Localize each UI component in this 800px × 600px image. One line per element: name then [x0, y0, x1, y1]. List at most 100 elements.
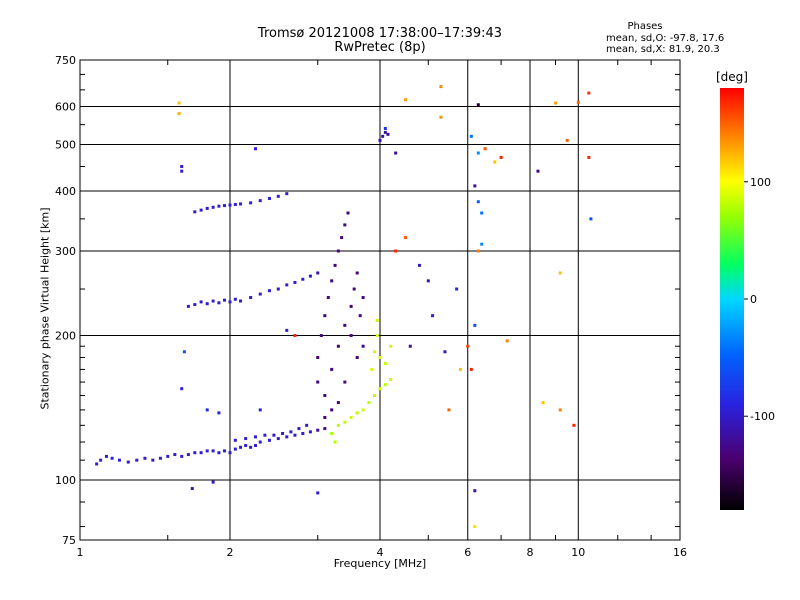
data-point — [180, 164, 184, 168]
data-point — [361, 296, 365, 300]
data-point — [375, 318, 379, 322]
data-point — [343, 380, 347, 384]
phase-stats-title: Phases — [627, 21, 663, 32]
data-point — [297, 427, 301, 431]
y-tick-label: 500 — [55, 139, 76, 152]
x-tick-label: 10 — [571, 546, 585, 559]
data-point — [263, 433, 267, 437]
data-point — [383, 126, 387, 130]
data-point — [386, 132, 390, 136]
y-tick-label: 400 — [55, 185, 76, 198]
data-point — [180, 454, 184, 458]
x-tick-label: 1 — [77, 546, 84, 559]
data-point — [323, 314, 327, 318]
data-point — [565, 138, 569, 142]
data-point — [336, 249, 340, 253]
data-point — [466, 344, 470, 348]
data-point — [180, 387, 184, 391]
data-point — [158, 456, 162, 460]
data-point — [258, 408, 262, 412]
data-point — [553, 101, 557, 105]
data-point — [319, 334, 323, 338]
data-point — [316, 271, 320, 275]
data-point — [285, 435, 289, 439]
data-point — [323, 394, 327, 398]
data-point — [469, 134, 473, 138]
data-point — [180, 169, 184, 173]
data-point — [228, 451, 232, 455]
data-point — [193, 451, 197, 455]
data-point — [253, 435, 257, 439]
data-point — [267, 438, 271, 442]
data-point — [190, 487, 194, 491]
data-point — [276, 287, 280, 291]
data-point — [249, 445, 253, 449]
data-point — [383, 383, 387, 387]
data-point — [383, 361, 387, 365]
data-point — [95, 462, 99, 466]
data-point — [558, 408, 562, 412]
data-point — [249, 201, 253, 205]
data-point — [104, 454, 108, 458]
data-point — [333, 440, 337, 444]
data-point — [223, 298, 227, 302]
data-point — [217, 204, 221, 208]
data-point — [476, 249, 480, 253]
data-point — [323, 427, 327, 431]
data-point — [536, 169, 540, 173]
data-point — [308, 274, 312, 278]
data-point — [293, 280, 297, 284]
data-point — [223, 204, 227, 208]
axis-ticks: 1 2 4 6 8 10 16 75 100 200 300 400 500 600 750 — [55, 54, 687, 559]
data-point — [375, 334, 379, 338]
data-point — [389, 344, 393, 348]
data-point — [205, 408, 209, 412]
data-point — [473, 184, 477, 188]
data-point — [439, 85, 443, 89]
data-point — [186, 453, 190, 457]
data-point — [253, 147, 257, 151]
data-point — [443, 350, 447, 354]
data-point — [394, 249, 398, 253]
x-tick-label: 8 — [527, 546, 534, 559]
data-point — [330, 279, 334, 283]
data-point — [340, 236, 344, 240]
data-point — [370, 367, 374, 371]
data-point — [193, 303, 197, 307]
x-tick-label: 6 — [464, 546, 471, 559]
data-point — [383, 130, 387, 134]
data-point — [358, 314, 362, 318]
data-point — [166, 454, 170, 458]
data-point — [211, 480, 215, 484]
data-point — [343, 223, 347, 227]
data-point — [126, 460, 130, 464]
data-point — [343, 420, 347, 424]
data-point — [493, 160, 497, 164]
data-point — [326, 296, 330, 300]
x-tick-label: 4 — [377, 546, 384, 559]
data-point — [336, 423, 340, 427]
phase-stats-o: mean, sd,O: -97.8, 17.6 — [606, 33, 725, 44]
data-point — [193, 210, 197, 214]
data-point — [473, 489, 477, 493]
data-point — [426, 279, 430, 283]
data-point — [336, 401, 340, 405]
data-point — [293, 334, 297, 338]
data-point — [343, 323, 347, 327]
x-tick-label: 16 — [673, 546, 687, 559]
data-point — [244, 437, 248, 441]
data-point — [205, 449, 209, 453]
data-point — [473, 323, 477, 327]
data-point — [480, 242, 484, 246]
data-point — [505, 339, 509, 343]
data-point — [177, 101, 181, 105]
data-point — [305, 423, 309, 427]
data-point — [408, 344, 412, 348]
data-point — [480, 211, 484, 215]
data-point — [378, 138, 382, 142]
data-point — [403, 236, 407, 240]
data-point — [349, 334, 353, 338]
y-tick-label: 750 — [55, 54, 76, 67]
data-point — [233, 202, 237, 206]
